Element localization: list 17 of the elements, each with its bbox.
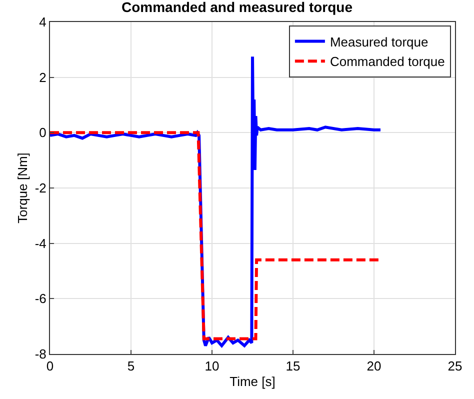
y-tick-label: 2: [39, 70, 46, 85]
legend-label: Measured torque: [330, 34, 428, 50]
x-tick-label: 10: [204, 358, 220, 374]
y-tick-label: 4: [39, 14, 46, 30]
chart-title: Commanded and measured torque: [121, 0, 353, 15]
x-tick-label: 5: [127, 358, 135, 374]
y-tick-label: -2: [34, 180, 46, 196]
y-tick-label: -8: [34, 346, 46, 362]
x-axis-title: Time [s]: [230, 374, 276, 390]
x-tick-label: 15: [286, 358, 300, 374]
y-tick-label: -6: [34, 291, 46, 306]
legend-label: Commanded torque: [330, 54, 445, 70]
y-tick-label: 0: [39, 125, 46, 140]
x-tick-label: 20: [366, 358, 382, 374]
y-axis-title: Torque [Nm]: [14, 152, 30, 224]
y-tick-label: -4: [34, 236, 46, 251]
x-tick-label: 25: [448, 358, 462, 374]
